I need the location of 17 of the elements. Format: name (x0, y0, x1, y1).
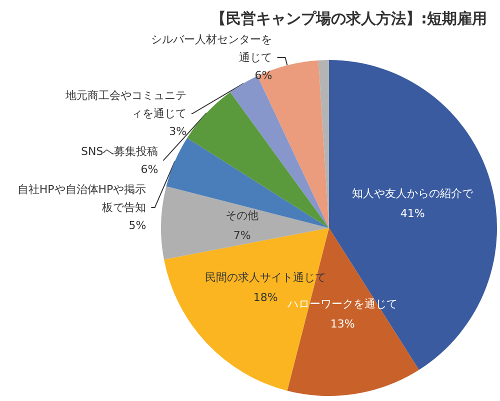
data-label: 41% (400, 207, 425, 220)
data-label: 6% (254, 69, 272, 82)
slice-label: 民間の求人サイト通じて (205, 271, 326, 284)
data-label: 13% (330, 317, 355, 330)
slice-label: 地元商工会やコミュニティを通じて (64, 89, 187, 120)
chart-title: 【民営キャンプ場の求人方法】:短期雇用 (211, 10, 487, 28)
data-label: 3% (169, 125, 187, 138)
slice-label: シルバー人材センターを通じて (151, 33, 272, 64)
slice-label: ハローワークを通じて (286, 297, 398, 310)
slice-label: 知人や友人からの紹介で (352, 187, 474, 200)
slice-label: 自社HPや自治体HPや掲示板で告知 (17, 183, 146, 214)
data-label: 5% (128, 219, 146, 232)
data-label: 7% (233, 228, 251, 242)
slice-label: その他 (226, 208, 259, 222)
data-label: 18% (253, 291, 278, 304)
slice-label: SNSへ募集投稿 (81, 145, 158, 158)
data-label: 6% (140, 163, 158, 176)
